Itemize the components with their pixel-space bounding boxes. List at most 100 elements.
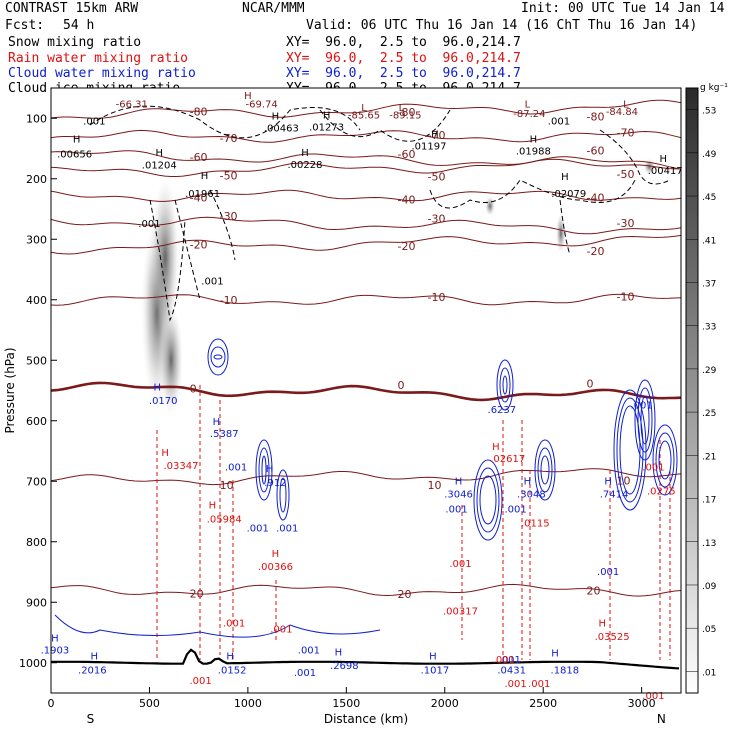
isotherm-label: -20 bbox=[398, 240, 416, 253]
contour-annotation: .7414 bbox=[600, 490, 629, 501]
contour-annotation: H bbox=[530, 134, 538, 145]
isotherm-line bbox=[51, 158, 681, 177]
x-tick-label: 1000 bbox=[234, 697, 262, 710]
contour-annotation: -85.65 bbox=[348, 110, 380, 121]
cloud-water-contour bbox=[634, 379, 656, 461]
contour-annotation: .02079 bbox=[551, 189, 586, 200]
colorbar-unit: g kg⁻¹ bbox=[700, 83, 728, 93]
colorbar-label: .21 bbox=[702, 452, 716, 462]
isotherm-label: -10 bbox=[220, 294, 238, 307]
cloud-water-contour bbox=[479, 475, 497, 525]
contour-annotation: H bbox=[91, 652, 99, 663]
snow-shading-blob bbox=[555, 213, 566, 254]
isotherm-label: -20 bbox=[587, 245, 605, 258]
contour-annotation: .02617 bbox=[490, 454, 525, 465]
isotherm-line bbox=[51, 234, 681, 255]
cloud-ice-contour bbox=[319, 109, 451, 142]
colorbar-label: .13 bbox=[702, 539, 716, 549]
colorbar-strip bbox=[685, 87, 699, 694]
contour-annotation: H bbox=[323, 110, 331, 121]
colorbar-label: .09 bbox=[702, 582, 717, 592]
contour-annotation: .2698 bbox=[330, 661, 359, 672]
isotherm-label: 0 bbox=[190, 382, 197, 395]
x-tick-label: 0 bbox=[48, 697, 55, 710]
isotherm-label: 0 bbox=[398, 379, 405, 392]
isotherm-line bbox=[51, 99, 681, 119]
colorbar-label: .45 bbox=[702, 193, 716, 203]
north-label: N bbox=[657, 712, 666, 726]
y-tick-label: 200 bbox=[26, 173, 47, 186]
cloud-water-contour bbox=[476, 467, 500, 533]
contour-annotation: .001 bbox=[247, 523, 269, 534]
y-tick-label: 1000 bbox=[19, 657, 47, 670]
contour-annotation: .001 bbox=[294, 668, 316, 679]
cloud-ice-contour bbox=[149, 199, 186, 322]
x-tick-label: 1500 bbox=[332, 697, 360, 710]
contour-annotation: H bbox=[244, 91, 252, 102]
isotherm-label: 20 bbox=[587, 584, 601, 597]
y-tick-label: 400 bbox=[26, 294, 47, 307]
contour-annotation: .001 bbox=[642, 691, 664, 702]
isotherm-label: -30 bbox=[220, 210, 238, 223]
y-tick-label: 800 bbox=[26, 536, 47, 549]
isotherm-label: -40 bbox=[190, 192, 208, 205]
contour-annotation: .03347 bbox=[163, 461, 198, 472]
contour-annotation: H bbox=[598, 618, 606, 629]
contour-annotation: .6237 bbox=[488, 405, 517, 416]
contour-annotation: -69.74 bbox=[246, 99, 278, 110]
contour-annotation: H bbox=[492, 442, 500, 453]
y-tick-label: 600 bbox=[26, 415, 47, 428]
init-time: Init: 00 UTC Tue 14 Jan 14 bbox=[521, 1, 725, 16]
cloud-ice-contour bbox=[429, 179, 636, 209]
contour-annotation: H bbox=[429, 652, 437, 663]
snow-shading-blob bbox=[485, 195, 496, 216]
isotherm-label: -10 bbox=[617, 290, 635, 303]
cloud-water-contour bbox=[655, 432, 675, 488]
isotherm-label: -50 bbox=[428, 171, 446, 184]
contour-annotation: .00366 bbox=[258, 562, 293, 573]
cloud-water-contour bbox=[261, 455, 267, 485]
cloud-water-contour bbox=[540, 455, 550, 485]
isotherm-line bbox=[51, 468, 681, 486]
x-tick-label: 3000 bbox=[628, 697, 656, 710]
contour-annotation: .001 bbox=[225, 462, 247, 473]
contour-annotation: -84.84 bbox=[606, 107, 638, 118]
x-tick-label: 2000 bbox=[431, 697, 459, 710]
y-axis-title: Pressure (hPa) bbox=[3, 347, 17, 433]
south-label: S bbox=[87, 712, 95, 726]
contour-annotation: H bbox=[213, 417, 221, 428]
cloud-water-contour bbox=[652, 424, 678, 496]
contour-annotation: .001 bbox=[504, 679, 526, 690]
isotherm-label: -70 bbox=[617, 126, 635, 139]
contour-annotation: .001 bbox=[548, 116, 570, 127]
isotherm-label: -60 bbox=[587, 145, 605, 158]
contour-annotation: .01273 bbox=[309, 122, 344, 133]
contour-annotation: H bbox=[455, 476, 463, 487]
terrain-surface bbox=[51, 648, 680, 670]
isotherm-label: 20 bbox=[190, 587, 204, 600]
isotherm-line bbox=[51, 129, 681, 143]
contour-annotation: .001 bbox=[223, 618, 245, 629]
contour-annotation: H bbox=[161, 448, 169, 459]
isotherm-label: 0 bbox=[587, 378, 594, 391]
forecast-value: 54 h bbox=[63, 18, 95, 33]
cloud-ice-contour bbox=[209, 189, 236, 261]
contour-annotation: .001 bbox=[189, 676, 211, 687]
contour-annotation: H bbox=[524, 476, 532, 487]
contour-annotation: .001 bbox=[493, 655, 515, 666]
y-tick-label: 100 bbox=[26, 112, 47, 125]
colorbar-label: .29 bbox=[702, 366, 717, 376]
contour-annotation: .001 bbox=[138, 219, 160, 230]
field-cloud-water-xy: XY= 96.0, 2.5 to 96.0,214.7 bbox=[286, 66, 521, 81]
valid-time: Valid: 06 UTC Thu 16 Jan 14 (16 ChT Thu … bbox=[306, 18, 698, 33]
cloud-water-contour bbox=[276, 469, 290, 521]
cloud-water-contour bbox=[613, 389, 647, 511]
model-name: CONTRAST 15km ARW bbox=[5, 1, 139, 16]
contour-annotation: .01197 bbox=[412, 142, 447, 153]
contour-annotation: .01961 bbox=[185, 189, 220, 200]
cloud-water-contour bbox=[537, 447, 553, 493]
cloud-water-contour bbox=[619, 405, 641, 495]
cloud-water-contour bbox=[473, 459, 503, 541]
contour-annotation: H bbox=[51, 634, 59, 645]
cloud-water-contour bbox=[207, 338, 229, 376]
